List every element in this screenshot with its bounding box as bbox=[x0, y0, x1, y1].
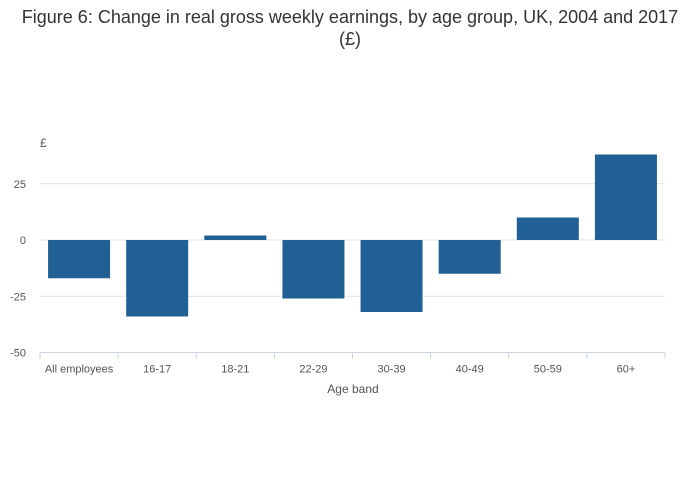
bar-50-59[interactable] bbox=[516, 217, 579, 241]
bars bbox=[48, 154, 657, 317]
y-axis-ticks: 25 0 -25 -50 bbox=[10, 179, 26, 360]
bar-16-17[interactable] bbox=[126, 240, 189, 317]
x-tick-label: 30-39 bbox=[377, 364, 405, 376]
chart-title: Figure 6: Change in real gross weekly ea… bbox=[21, 7, 679, 49]
x-tick-label: 50-59 bbox=[534, 364, 562, 376]
bar-all-employees[interactable] bbox=[48, 240, 111, 279]
bar-18-21[interactable] bbox=[204, 235, 267, 241]
y-tick-label: -50 bbox=[10, 348, 26, 360]
x-tick-label: All employees bbox=[45, 364, 114, 376]
x-tick-label: 60+ bbox=[617, 364, 636, 376]
x-tick-label: 40-49 bbox=[456, 364, 484, 376]
bar-60-[interactable] bbox=[594, 154, 657, 241]
y-axis-label: £ bbox=[40, 136, 47, 150]
y-tick-label: 0 bbox=[20, 235, 26, 247]
x-tick-label: 16-17 bbox=[143, 364, 171, 376]
bar-22-29[interactable] bbox=[282, 240, 345, 299]
bar-30-39[interactable] bbox=[360, 240, 423, 312]
x-axis: All employees 16-17 18-21 22-29 30-39 40-49 50… bbox=[39, 352, 666, 376]
y-tick-label: -25 bbox=[10, 291, 26, 303]
x-tick-label: 18-21 bbox=[221, 364, 249, 376]
y-tick-label: 25 bbox=[14, 179, 26, 191]
x-tick-label: 22-29 bbox=[299, 364, 327, 376]
x-axis-label: Age band bbox=[327, 382, 378, 396]
bar-40-49[interactable] bbox=[438, 240, 501, 274]
